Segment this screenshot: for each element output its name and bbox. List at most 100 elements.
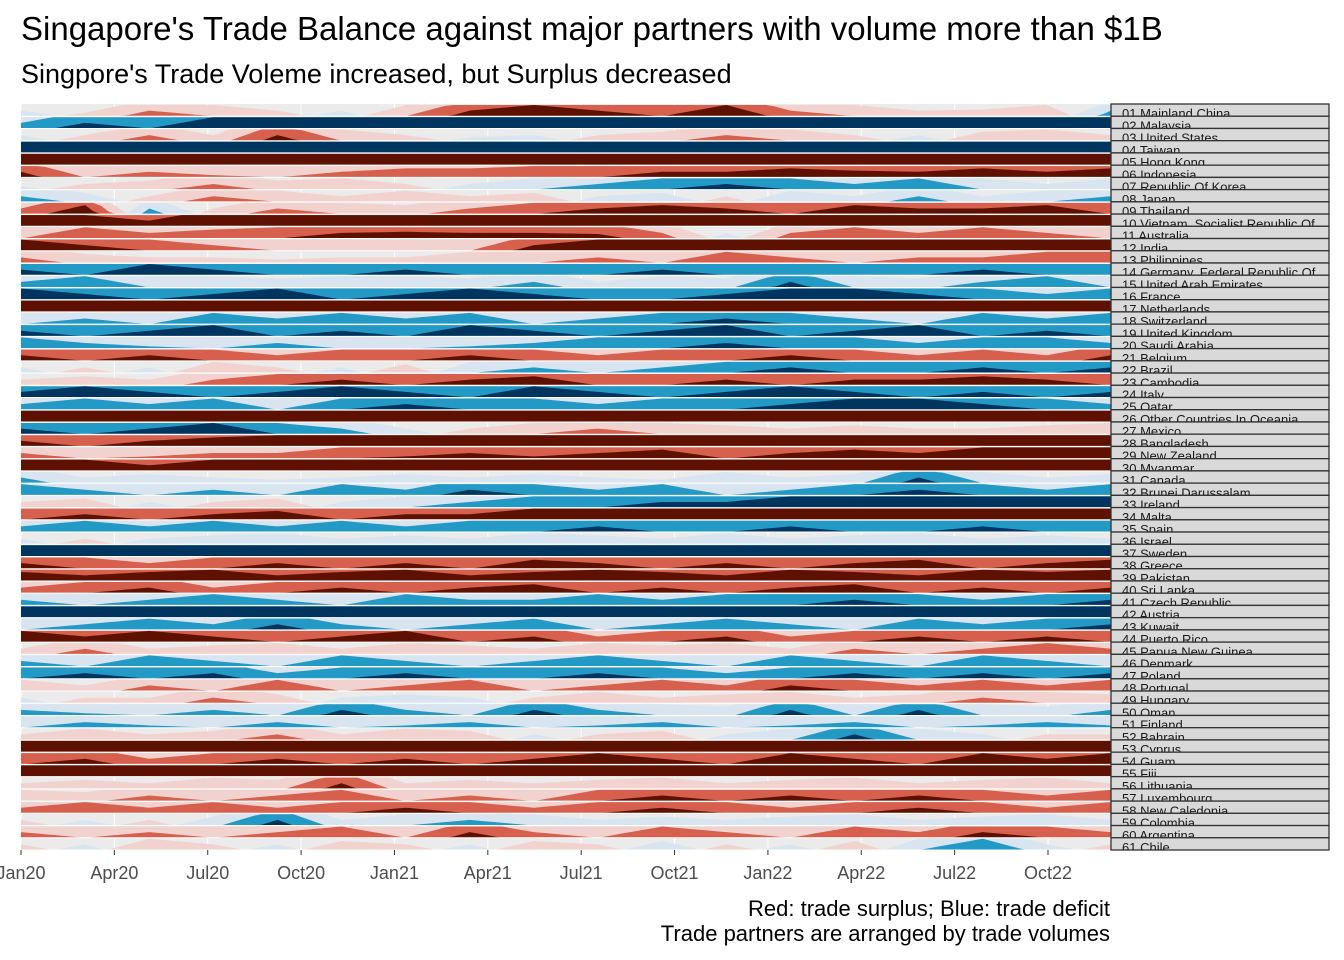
surplus-band: [21, 239, 1111, 251]
horizon-row: [21, 361, 1111, 374]
deficit-band: [21, 814, 1111, 826]
deficit-band: [21, 337, 1111, 349]
horizon-row: [21, 141, 1111, 154]
horizon-row: [21, 239, 1111, 252]
deficit-band: [21, 526, 1111, 533]
deficit-band: [21, 190, 1111, 202]
horizon-row: [21, 288, 1111, 301]
strip-label: 24 Italy: [1122, 388, 1164, 403]
surplus-band: [21, 789, 1111, 802]
horizon-row: [21, 679, 1111, 692]
strip-label: 51 Finland: [1122, 718, 1183, 733]
surplus-band: [21, 355, 1111, 361]
horizon-row: [21, 667, 1111, 680]
surplus-band: [21, 734, 1111, 740]
horizon-row: [21, 655, 1111, 668]
surplus-band: [21, 498, 1111, 508]
strip-label: 43 Kuwait: [1122, 620, 1179, 635]
horizon-row: [21, 740, 1111, 753]
surplus-band: [21, 795, 1111, 802]
surplus-band: [21, 196, 1111, 202]
strip-label: 47 Poland: [1122, 669, 1181, 684]
horizon-row: [21, 581, 1111, 594]
horizon-row: [21, 300, 1111, 313]
strip-label: 18 Switzerland: [1122, 314, 1207, 329]
horizon-row: [21, 178, 1111, 191]
surplus-band: [21, 838, 1111, 850]
surplus-band: [21, 819, 1111, 826]
strip-label: 29 New Zealand: [1122, 449, 1217, 464]
strip-label: 39 Pakistan: [1122, 571, 1190, 586]
strip-label: 06 Indonesia: [1122, 167, 1197, 182]
surplus-band: [21, 251, 1111, 263]
deficit-band: [21, 673, 1111, 679]
surplus-band: [21, 215, 1111, 227]
surplus-band: [21, 584, 1111, 594]
surplus-band: [21, 190, 1111, 202]
horizon-row: [21, 533, 1111, 545]
horizon-row: [21, 117, 1111, 129]
surplus-band: [21, 740, 1111, 753]
deficit-band: [21, 202, 1111, 215]
horizon-row: [21, 814, 1111, 827]
surplus-band: [21, 697, 1111, 704]
surplus-band: [21, 251, 1111, 263]
strip-label: 60 Argentina: [1122, 828, 1196, 843]
surplus-band: [21, 178, 1111, 190]
deficit-band: [21, 141, 1111, 153]
strip-label: 55 Fiji: [1122, 767, 1157, 782]
strip-label: 35 Spain: [1122, 522, 1173, 537]
x-tick-label: Apr21: [464, 863, 512, 883]
horizon-row: [21, 753, 1111, 765]
deficit-band: [21, 367, 1111, 374]
surplus-band: [21, 300, 1111, 312]
deficit-band: [21, 312, 1111, 325]
deficit-band: [21, 520, 1111, 533]
strip-label: 48 Portugal: [1122, 681, 1189, 696]
horizon-row: [21, 643, 1111, 655]
horizon-row: [21, 838, 1111, 851]
horizon-row: [21, 618, 1111, 631]
deficit-band: [21, 496, 1111, 508]
surplus-band: [21, 459, 1111, 471]
surplus-band: [21, 129, 1111, 141]
horizon-row: [21, 447, 1111, 460]
strip-label: 42 Austria: [1122, 608, 1181, 623]
strip-label: 34 Malta: [1122, 510, 1173, 525]
horizon-row: [21, 166, 1111, 178]
strip-label: 52 Bahrain: [1122, 730, 1185, 745]
strip-label: 58 New Caledonia: [1122, 803, 1229, 818]
deficit-band: [21, 606, 1111, 618]
strip-label: 27 Mexico: [1122, 424, 1181, 439]
strip-label: 28 Bangladesh: [1122, 436, 1209, 451]
surplus-band: [21, 428, 1111, 435]
deficit-band: [21, 471, 1111, 484]
strip-label: 13 Philippines: [1122, 253, 1203, 268]
strip-label: 08 Japan: [1122, 192, 1176, 207]
surplus-band: [21, 807, 1111, 814]
deficit-band: [21, 624, 1111, 630]
horizon-row: [21, 508, 1111, 521]
surplus-band: [21, 231, 1111, 239]
strip-label: 33 Ireland: [1122, 498, 1180, 513]
strip-label: 16 France: [1122, 290, 1181, 305]
deficit-band: [21, 386, 1111, 398]
deficit-band: [21, 722, 1111, 728]
deficit-band: [21, 533, 1111, 545]
deficit-band: [21, 276, 1111, 288]
strip-label: 10 Vietnam, Socialist Republic Of: [1122, 216, 1315, 231]
x-tick-label: Jan20: [0, 863, 46, 883]
deficit-band: [21, 655, 1111, 667]
deficit-band: [21, 178, 1111, 190]
strip-label: 30 Myanmar: [1122, 461, 1195, 476]
strip-label: 17 Netherlands: [1122, 302, 1211, 317]
strip-label: 02 Malaysia: [1122, 118, 1192, 133]
strip-label: 07 Republic Of Korea: [1122, 180, 1247, 195]
surplus-band: [21, 135, 1111, 141]
strip-label: 15 United Arab Emirates: [1122, 277, 1263, 292]
surplus-band: [21, 105, 1111, 117]
horizon-row: [21, 435, 1111, 447]
caption-line-1: Red: trade surplus; Blue: trade deficit: [748, 896, 1110, 921]
strip-label: 25 Qatar: [1122, 400, 1173, 415]
